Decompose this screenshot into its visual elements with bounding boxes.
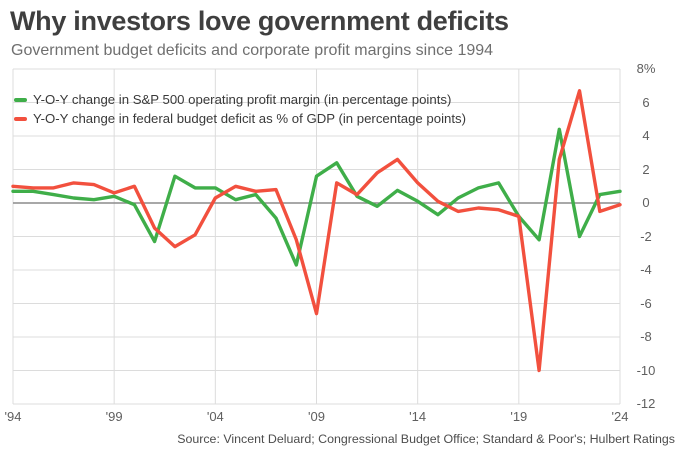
y-tick-label: 0 [642,195,650,210]
x-tick-label: '99 [105,409,123,424]
green-line-swatch-icon [14,97,27,102]
page-title: Why investors love government deficits [10,6,509,36]
x-tick-label: '19 [510,409,528,424]
y-tick-label: 6 [642,94,650,110]
y-tick-label: -2 [640,228,652,244]
legend-label-budget-deficit: Y-O-Y change in federal budget deficit a… [33,111,467,126]
page-subtitle: Government budget deficits and corporate… [11,42,494,59]
legend-item-sp500-margin: Y-O-Y change in S&P 500 operating profit… [14,90,466,109]
x-tick-label: '04 [206,409,224,424]
legend: Y-O-Y change in S&P 500 operating profit… [14,90,466,128]
y-tick-label: -10 [636,362,656,378]
x-tick-label: '24 [611,409,629,424]
x-tick-label: '14 [409,409,427,424]
y-tick-label: -6 [640,295,652,311]
source-note: Source: Vincent Deluard; Congressional B… [177,432,675,446]
red-line-swatch-icon [14,116,27,121]
x-tick-label: '94 [4,409,22,424]
y-tick-label: 2 [642,161,650,177]
y-tick-label: 8% [636,61,656,76]
x-tick-label: '09 [308,409,325,424]
y-tick-label: -4 [640,262,652,277]
y-tick-label: -8 [640,329,652,344]
legend-label-sp500-margin: Y-O-Y change in S&P 500 operating profit… [33,92,452,107]
legend-item-budget-deficit: Y-O-Y change in federal budget deficit a… [14,109,466,128]
y-tick-label: 4 [642,128,650,143]
y-tick-label: -12 [636,396,656,411]
